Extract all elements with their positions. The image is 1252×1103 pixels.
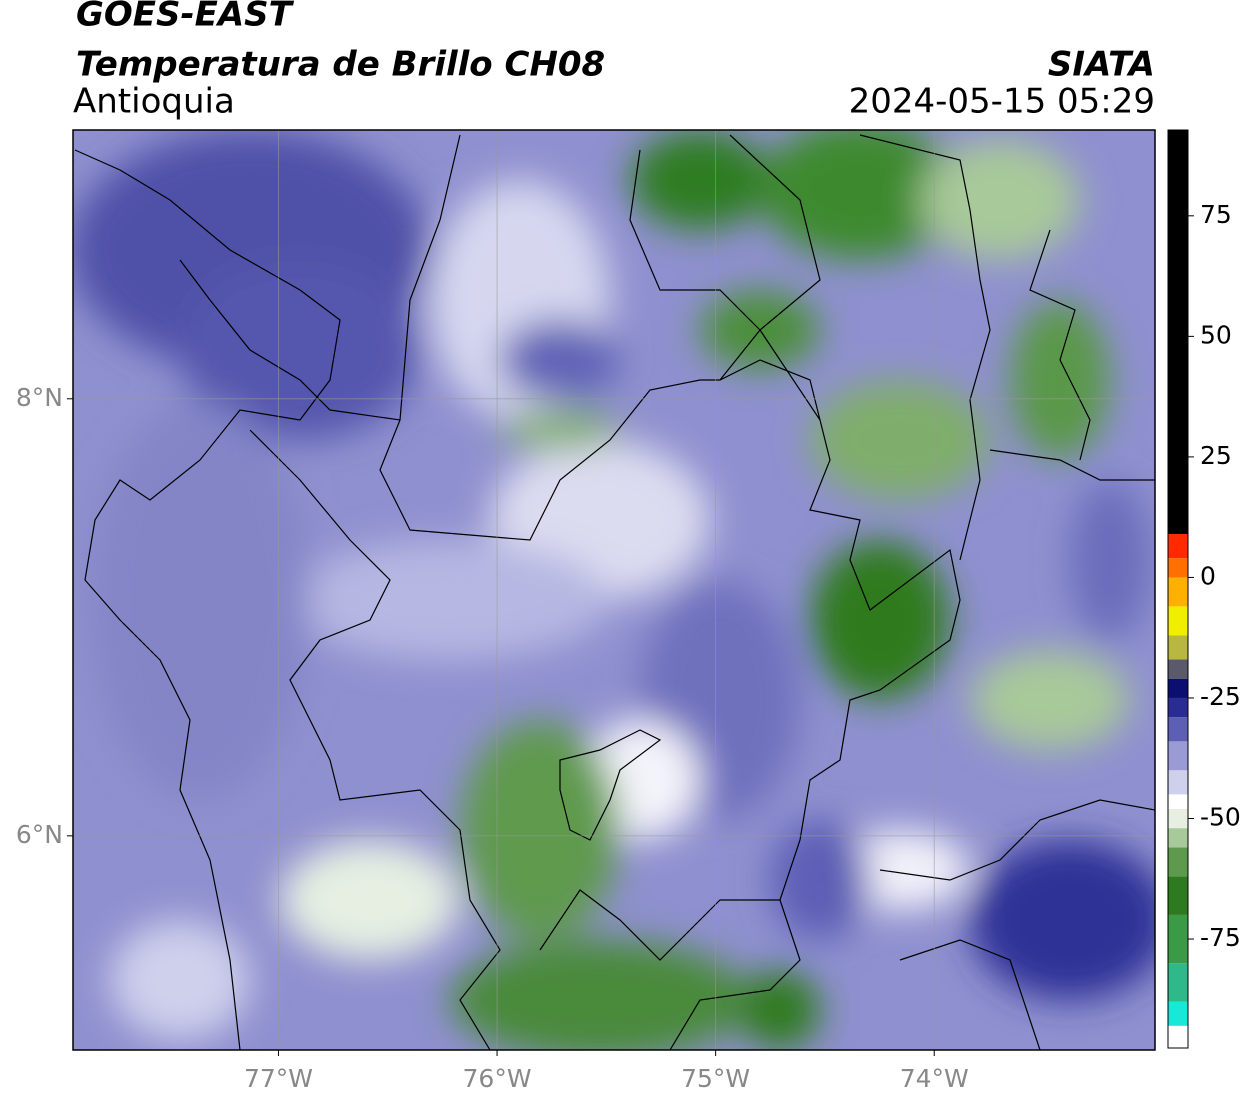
x-tick-label: 77°W: [244, 1064, 313, 1093]
colorbar-segment: [1168, 808, 1188, 829]
colorbar-segment: [1168, 914, 1188, 964]
colorbar-segment: [1168, 697, 1188, 718]
colorbar-tick-label: 75: [1200, 200, 1232, 229]
source: SIATA: [1048, 45, 1155, 85]
colorbar-segment: [1168, 741, 1188, 771]
x-tick-label: 74°W: [900, 1064, 969, 1093]
colorbar-segment: [1168, 1001, 1188, 1026]
x-tick-label: 76°W: [463, 1064, 532, 1093]
colorbar-segment: [1168, 659, 1188, 679]
gridlines: [73, 130, 1155, 1050]
colorbar-segment: [1168, 635, 1188, 660]
map-frame: [72, 129, 1156, 1051]
boundaries: [74, 134, 1155, 1050]
colorbar-tick-label: -25: [1200, 682, 1241, 711]
colorbar-segment: [1168, 876, 1188, 915]
colorbar-tick-label: 50: [1200, 320, 1232, 349]
colorbar-segment: [1168, 828, 1188, 848]
x-tick-label: 75°W: [681, 1064, 750, 1093]
colorbar-tick-label: -50: [1200, 803, 1241, 832]
colorbar-segment: [1168, 770, 1188, 795]
colorbar-segment: [1168, 847, 1188, 877]
colorbar-segment: [1168, 717, 1188, 742]
colorbar-segment: [1168, 678, 1188, 698]
subtitle: Temperatura de Brillo CH08: [76, 45, 605, 85]
y-tick-label: 6°N: [16, 820, 63, 849]
colorbar-segment: [1168, 606, 1188, 636]
region: Antioquia: [73, 82, 235, 122]
colorbar-segment: [1168, 794, 1188, 809]
colorbar-segment: [1168, 1025, 1188, 1048]
y-tick-label: 8°N: [16, 383, 63, 412]
timestamp: 2024-05-15 05:29: [849, 82, 1155, 122]
colorbar-segment: [1168, 534, 1188, 559]
colorbar-frame: [1167, 129, 1189, 1049]
colorbar-segment: [1168, 130, 1188, 535]
colorbar-tick-label: 0: [1200, 561, 1216, 590]
colorbar-tick-label: 25: [1200, 441, 1232, 470]
colorbar-segment: [1168, 577, 1188, 607]
colorbar-tick-label: -75: [1200, 923, 1241, 952]
colorbar-segment: [1168, 558, 1188, 578]
colorbar-segment: [1168, 963, 1188, 1002]
title: GOES-EAST: [76, 0, 295, 35]
brightness-field: [73, 130, 1155, 1050]
